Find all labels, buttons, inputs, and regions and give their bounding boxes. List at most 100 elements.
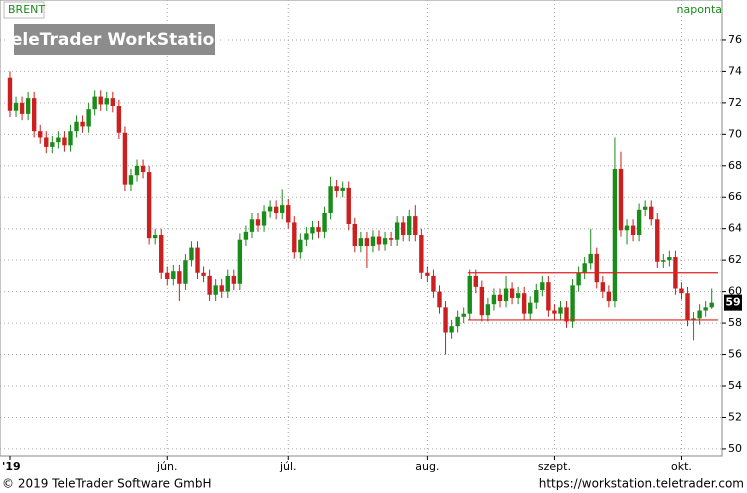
y-tick-label: 70 — [728, 127, 742, 140]
candle-body — [491, 294, 497, 305]
candle-body — [292, 222, 297, 253]
candle-body — [219, 285, 224, 292]
candle-body — [195, 247, 200, 273]
candle-body — [515, 293, 521, 298]
candle-body — [25, 98, 31, 114]
candle-body — [521, 293, 527, 314]
last-price-label: 59 — [725, 296, 740, 309]
candle-body — [334, 186, 339, 191]
candle-body — [642, 206, 648, 210]
candle-body — [370, 236, 376, 247]
logo-box — [14, 24, 215, 55]
candle-body — [600, 282, 606, 292]
candle-body — [503, 288, 509, 302]
x-tick-label: okt. — [671, 460, 692, 473]
candle-body — [243, 231, 249, 240]
x-tick-label: szept. — [538, 460, 571, 473]
candle-body — [74, 121, 79, 132]
candle-body — [19, 102, 25, 114]
candle-body — [328, 186, 333, 213]
y-tick-label: 66 — [728, 190, 742, 203]
candle-body — [709, 302, 714, 308]
y-tick-label: 62 — [728, 253, 742, 266]
candle-body — [425, 272, 430, 276]
candle-body — [56, 137, 61, 143]
candle-body — [80, 121, 85, 127]
candle-body — [606, 291, 612, 302]
footer-right: https://workstation.teletrader.com — [539, 477, 744, 491]
y-tick-label: 64 — [728, 222, 742, 235]
candle-body — [92, 96, 97, 110]
candle-body — [618, 168, 624, 231]
candle-body — [68, 131, 73, 146]
candle-body — [304, 233, 309, 240]
candle-body — [346, 187, 351, 224]
y-tick-label: 58 — [728, 316, 742, 329]
candle-body — [588, 253, 593, 264]
candle-body — [38, 131, 43, 138]
candle-body — [703, 307, 708, 311]
candle-body — [261, 211, 267, 226]
y-tick-label: 68 — [728, 159, 742, 172]
candle-body — [286, 205, 291, 223]
candle-body — [171, 271, 176, 280]
symbol: BRENT — [8, 3, 45, 16]
candle-body — [225, 275, 230, 292]
candle-body — [582, 263, 587, 273]
candle-body — [298, 239, 303, 253]
candle-body — [358, 238, 364, 247]
candle-body — [509, 288, 515, 298]
candle-body — [122, 132, 128, 185]
candle-body — [540, 282, 545, 291]
candle-body — [376, 236, 382, 245]
logo: TeleTrader WorkStation — [2, 30, 227, 50]
candle-body — [443, 307, 448, 333]
candle-body — [159, 234, 164, 273]
y-tick-label: 74 — [728, 64, 742, 77]
candle-body — [201, 272, 206, 276]
candle-body — [655, 219, 660, 262]
candle-body — [146, 172, 152, 239]
candle-body — [449, 326, 454, 333]
x-tick-label: '19 — [2, 460, 21, 473]
candle-body — [86, 109, 91, 127]
candle-body — [576, 272, 581, 286]
candle-body — [534, 290, 539, 303]
candle-body — [649, 206, 654, 220]
candle-body — [134, 165, 140, 176]
candle-body — [485, 304, 491, 316]
candle-body — [388, 238, 394, 240]
candle-body — [400, 222, 406, 235]
y-tick-label: 56 — [728, 348, 742, 361]
candle-body — [624, 225, 630, 231]
candle-body — [44, 137, 49, 147]
y-tick-label: 52 — [728, 410, 742, 423]
candle-body — [461, 313, 466, 317]
candle-body — [110, 98, 116, 107]
candle-body — [310, 227, 315, 234]
candle-body — [352, 223, 357, 247]
candle-body — [437, 291, 442, 308]
candle-body — [7, 77, 13, 111]
candle-body — [322, 212, 327, 232]
symbol-box — [3, 1, 45, 19]
candle-body — [691, 318, 696, 320]
candle-body — [407, 216, 412, 235]
candle-body — [165, 272, 170, 280]
y-tick-label: 60 — [728, 285, 742, 298]
x-tick-label: jún. — [156, 460, 178, 473]
candle-body — [479, 286, 485, 316]
candle-body — [685, 293, 690, 320]
candle-body — [594, 253, 599, 283]
candle-body — [467, 275, 472, 314]
candle-body — [273, 206, 279, 213]
marks — [7, 71, 714, 355]
candle-body — [364, 238, 370, 247]
candle-body — [382, 238, 388, 245]
candle-body — [546, 282, 551, 311]
candle-body — [679, 288, 684, 294]
candle-body — [455, 316, 460, 327]
candle-body — [497, 294, 503, 302]
candle-body — [394, 222, 400, 240]
candle-body — [431, 275, 436, 292]
